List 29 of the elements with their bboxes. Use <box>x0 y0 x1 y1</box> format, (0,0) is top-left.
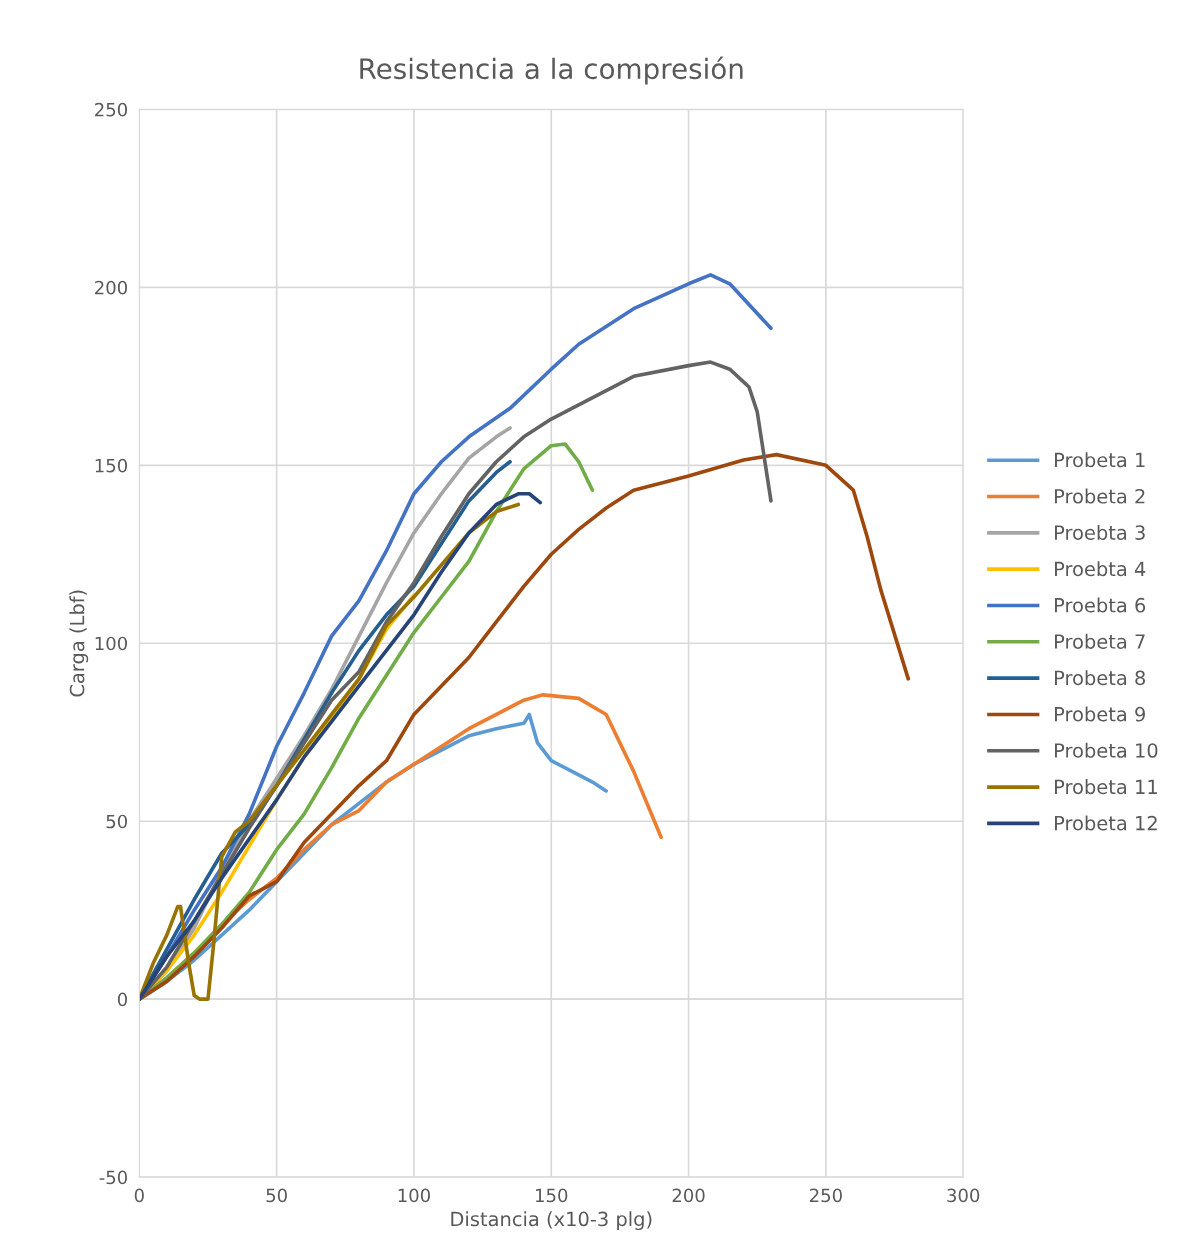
legend-label: Probeta 11 <box>1055 779 1157 795</box>
x-tick-label: 150 <box>536 1188 568 1203</box>
y-tick-label: -50 <box>99 1170 128 1185</box>
x-tick-label: 250 <box>809 1188 842 1203</box>
line-series <box>139 452 911 1001</box>
x-tick-label: 50 <box>266 1188 287 1203</box>
y-tick-label: 150 <box>95 458 128 473</box>
y-axis-title: Carga (Lbf) <box>69 590 89 697</box>
legend-label: Probeta 8 <box>1055 670 1146 686</box>
x-tick-label: 0 <box>134 1188 144 1203</box>
legend-label: Probeta 12 <box>1055 815 1157 831</box>
legend-label: Probeta 10 <box>1055 742 1158 758</box>
legend-label: Probeta 7 <box>1055 633 1145 649</box>
legend-label: Proebta 6 <box>1055 597 1146 613</box>
legend-label: Probeta 9 <box>1055 706 1145 722</box>
y-tick-label: 250 <box>95 102 128 117</box>
legend-label: Probeta 2 <box>1055 488 1145 504</box>
x-tick-label: 300 <box>947 1188 980 1203</box>
y-tick-label: 50 <box>106 814 128 829</box>
x-axis-title: Distancia (x10-3 plg) <box>451 1211 652 1231</box>
y-tick-label: 0 <box>117 992 128 1007</box>
x-tick-label: 100 <box>398 1188 430 1203</box>
legend-label: Proebta 3 <box>1055 524 1145 540</box>
x-tick-label: 200 <box>672 1188 705 1203</box>
chart-title: Resistencia a la compresión <box>360 56 743 85</box>
legend-label: Probeta 1 <box>1055 452 1145 468</box>
legend-label: Proebta 4 <box>1055 561 1146 577</box>
y-tick-label: 200 <box>95 280 128 295</box>
y-tick-label: 100 <box>95 636 128 651</box>
